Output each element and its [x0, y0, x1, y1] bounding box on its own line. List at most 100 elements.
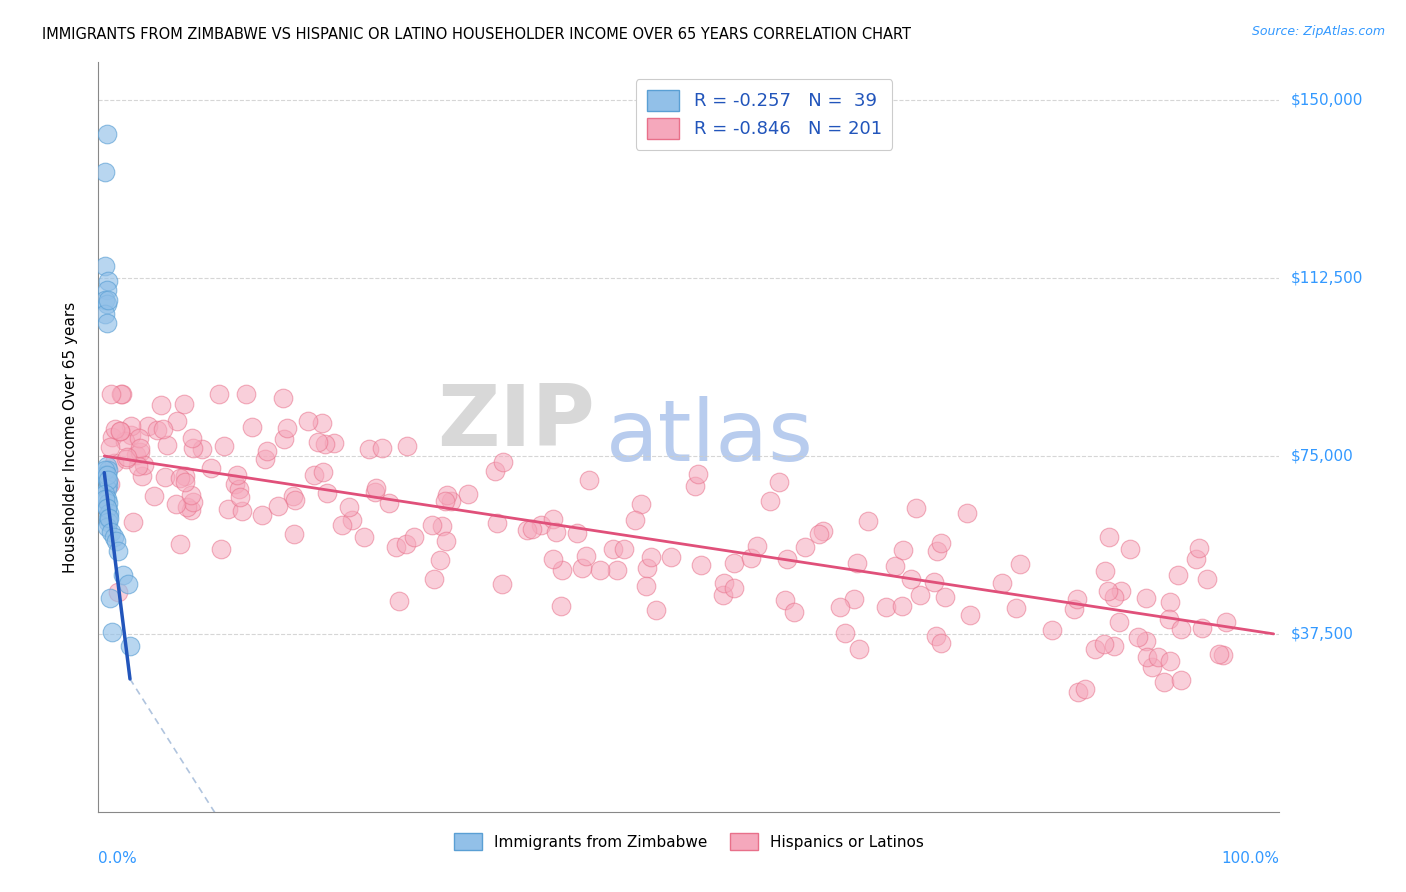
- Point: [683, 479, 706, 493]
- Point: [110, 424, 132, 438]
- Point: [117, 577, 139, 591]
- Point: [1170, 622, 1192, 636]
- Point: [1126, 630, 1149, 644]
- Point: [316, 486, 339, 500]
- Point: [100, 387, 122, 401]
- Point: [217, 502, 239, 516]
- Point: [956, 506, 979, 520]
- Point: [842, 592, 865, 607]
- Point: [486, 516, 509, 530]
- Point: [1008, 557, 1031, 571]
- Text: 100.0%: 100.0%: [1222, 851, 1279, 865]
- Point: [589, 564, 612, 578]
- Point: [152, 421, 174, 435]
- Point: [1159, 654, 1181, 668]
- Point: [132, 458, 155, 473]
- Point: [104, 422, 127, 436]
- Point: [793, 540, 815, 554]
- Point: [94, 468, 117, 483]
- Point: [440, 494, 463, 508]
- Point: [94, 463, 117, 477]
- Point: [890, 599, 912, 613]
- Point: [100, 429, 122, 443]
- Point: [115, 451, 138, 466]
- Point: [550, 599, 572, 613]
- Point: [96, 283, 118, 297]
- Point: [1102, 639, 1125, 653]
- Point: [120, 419, 142, 434]
- Point: [492, 455, 515, 469]
- Point: [120, 428, 142, 442]
- Point: [1040, 623, 1063, 637]
- Point: [922, 574, 945, 589]
- Point: [97, 477, 120, 491]
- Point: [578, 473, 600, 487]
- Point: [228, 482, 250, 496]
- Point: [107, 584, 129, 599]
- Point: [174, 475, 197, 489]
- Point: [114, 434, 136, 449]
- Point: [128, 431, 150, 445]
- Point: [1208, 647, 1230, 661]
- Point: [96, 491, 118, 506]
- Point: [396, 439, 419, 453]
- Point: [256, 443, 278, 458]
- Point: [94, 487, 117, 501]
- Point: [1170, 673, 1192, 688]
- Point: [254, 452, 277, 467]
- Point: [929, 636, 952, 650]
- Point: [516, 523, 538, 537]
- Point: [97, 516, 120, 530]
- Point: [747, 539, 769, 553]
- Legend: Immigrants from Zimbabwe, Hispanics or Latinos: Immigrants from Zimbabwe, Hispanics or L…: [449, 827, 929, 856]
- Point: [434, 533, 457, 548]
- Point: [1135, 633, 1157, 648]
- Point: [97, 510, 120, 524]
- Point: [273, 432, 295, 446]
- Point: [776, 551, 799, 566]
- Point: [636, 560, 658, 574]
- Point: [122, 515, 145, 529]
- Point: [1167, 568, 1189, 582]
- Point: [103, 530, 125, 544]
- Point: [97, 496, 120, 510]
- Point: [991, 575, 1014, 590]
- Point: [484, 464, 506, 478]
- Point: [378, 496, 401, 510]
- Point: [1191, 621, 1213, 635]
- Point: [530, 517, 553, 532]
- Text: $150,000: $150,000: [1291, 93, 1362, 108]
- Point: [98, 591, 121, 606]
- Point: [551, 563, 574, 577]
- Point: [606, 563, 628, 577]
- Point: [856, 514, 879, 528]
- Point: [541, 552, 564, 566]
- Point: [98, 440, 121, 454]
- Point: [357, 442, 380, 457]
- Point: [97, 473, 120, 487]
- Point: [613, 541, 636, 556]
- Point: [98, 477, 121, 491]
- Point: [100, 524, 122, 539]
- Point: [1097, 584, 1119, 599]
- Point: [353, 530, 375, 544]
- Point: [181, 495, 204, 509]
- Point: [1094, 564, 1116, 578]
- Text: IMMIGRANTS FROM ZIMBABWE VS HISPANIC OR LATINO HOUSEHOLDER INCOME OVER 65 YEARS : IMMIGRANTS FROM ZIMBABWE VS HISPANIC OR …: [42, 27, 911, 42]
- Text: Source: ZipAtlas.com: Source: ZipAtlas.com: [1251, 25, 1385, 38]
- Point: [927, 543, 949, 558]
- Point: [284, 492, 307, 507]
- Point: [640, 550, 662, 565]
- Point: [644, 603, 666, 617]
- Point: [124, 448, 146, 462]
- Point: [1063, 601, 1085, 615]
- Point: [96, 520, 118, 534]
- Point: [723, 556, 745, 570]
- Point: [808, 526, 831, 541]
- Point: [845, 556, 868, 570]
- Point: [146, 423, 169, 437]
- Point: [875, 599, 897, 614]
- Point: [96, 297, 118, 311]
- Text: ZIP: ZIP: [437, 381, 595, 464]
- Point: [900, 572, 922, 586]
